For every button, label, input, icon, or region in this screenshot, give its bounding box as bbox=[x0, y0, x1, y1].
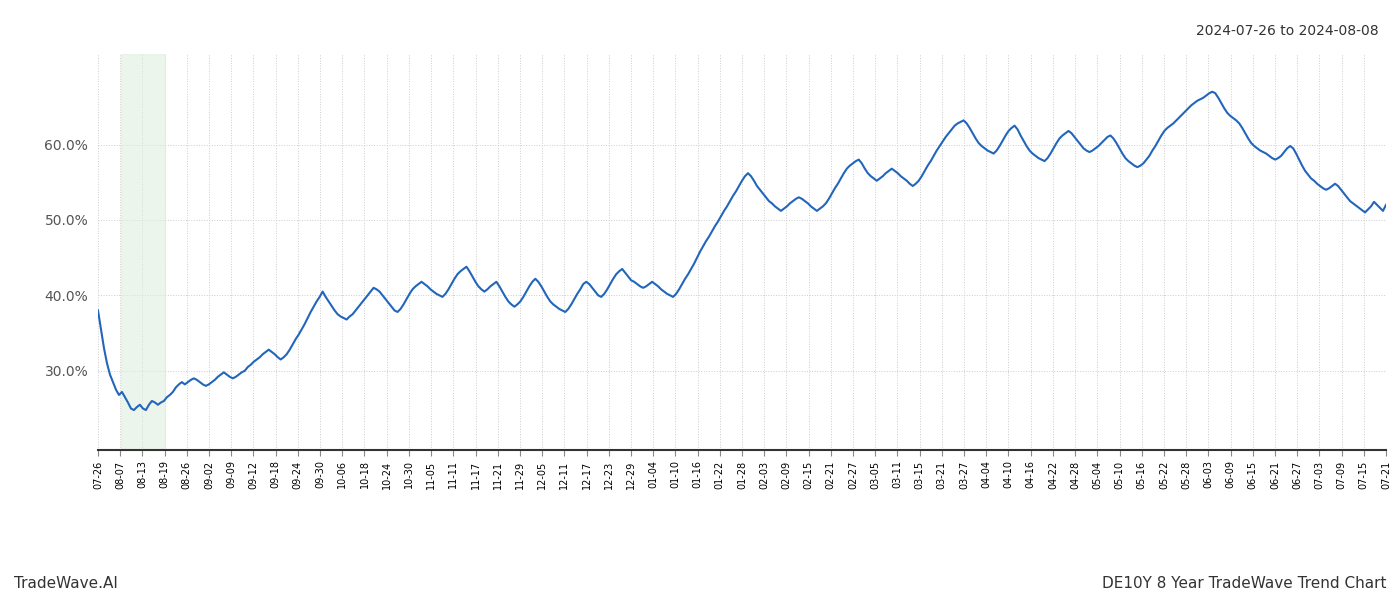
Text: TradeWave.AI: TradeWave.AI bbox=[14, 576, 118, 591]
Text: 2024-07-26 to 2024-08-08: 2024-07-26 to 2024-08-08 bbox=[1197, 24, 1379, 38]
Text: DE10Y 8 Year TradeWave Trend Chart: DE10Y 8 Year TradeWave Trend Chart bbox=[1102, 576, 1386, 591]
Bar bbox=[122, 54, 165, 450]
